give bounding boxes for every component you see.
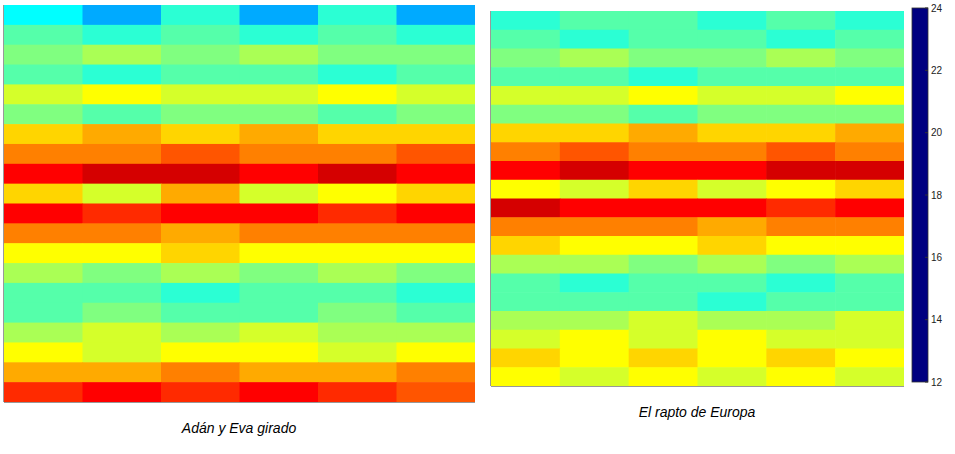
html-text:Adán y Eva girado: Adán y Eva girado — [181, 420, 297, 436]
svg-text:18: 18 — [931, 190, 943, 201]
svg-text:16: 16 — [931, 252, 943, 263]
svg-text:12: 12 — [931, 377, 943, 388]
svg-text:22: 22 — [931, 65, 943, 76]
svg-text:14: 14 — [931, 314, 943, 325]
svg-text:20: 20 — [931, 127, 943, 138]
svg-text:24: 24 — [931, 3, 943, 14]
html-text:El rapto de Europa: El rapto de Europa — [638, 404, 756, 420]
